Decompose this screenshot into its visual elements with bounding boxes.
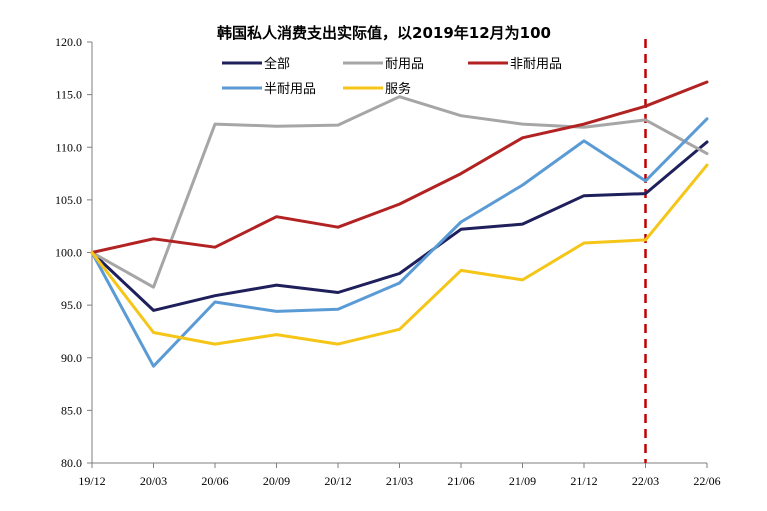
legend-label-非耐用品: 非耐用品 (510, 57, 562, 72)
x-tick-label: 20/12 (324, 474, 351, 488)
series-layer (90, 80, 709, 368)
y-tick-label: 100.0 (55, 246, 82, 260)
y-tick-label: 115.0 (55, 88, 82, 102)
y-tick-label: 120.0 (55, 35, 82, 49)
y-axis: 80.0 85.0 90.0 95.0 100.0 105.0 110.0 115.0 120.… (55, 35, 93, 470)
x-tick-label: 20/09 (263, 474, 290, 488)
x-tick-label: 21/03 (386, 474, 413, 488)
y-tick-label: 85.0 (61, 403, 82, 417)
legend-label-耐用品: 耐用品 (385, 57, 424, 72)
y-tick-label: 95.0 (61, 298, 82, 312)
x-axis: 19/12 20/03 20/06 20/09 20/12 21/03 21/06 21/09… (78, 462, 721, 488)
x-tick-label: 20/03 (140, 474, 167, 488)
y-tick-label: 105.0 (55, 193, 82, 207)
y-tick-label: 90.0 (61, 351, 82, 365)
legend-label-半耐用品: 半耐用品 (264, 82, 316, 97)
y-tick-label: 80.0 (61, 456, 82, 470)
x-tick-label: 19/12 (78, 474, 105, 488)
series-line-耐用品 (90, 95, 709, 289)
chart-title: 韩国私人消费支出实际值，以2019年12月为100 (217, 24, 551, 42)
x-tick-label: 20/06 (201, 474, 228, 488)
x-tick-label: 21/12 (570, 474, 597, 488)
series-line-非耐用品 (90, 80, 709, 254)
x-tick-label: 22/03 (632, 474, 659, 488)
x-tick-label: 21/09 (509, 474, 536, 488)
series-line-服务 (90, 163, 709, 346)
legend-label-全部: 全部 (264, 56, 290, 72)
series-line-全部 (90, 140, 709, 312)
series-line-半耐用品 (90, 117, 709, 368)
x-tick-label: 21/06 (447, 474, 474, 488)
legend-label-服务: 服务 (385, 81, 411, 97)
y-tick-label: 110.0 (55, 140, 82, 154)
x-tick-label: 22/06 (693, 474, 720, 488)
